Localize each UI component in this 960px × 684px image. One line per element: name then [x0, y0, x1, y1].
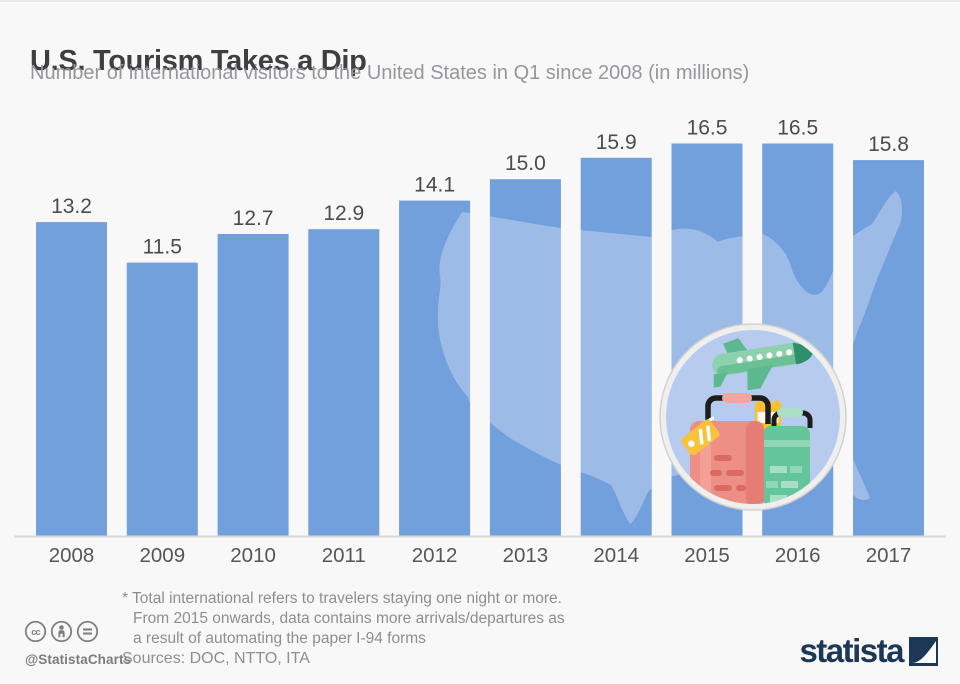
- footnote-line: From 2015 onwards, data contains more ar…: [133, 610, 565, 627]
- bar-2014: [580, 157, 652, 537]
- sources-line: Sources: DOC, NTTO, ITA: [122, 650, 310, 667]
- x-axis-label: 2008: [49, 544, 95, 567]
- value-label: 14.1: [414, 174, 455, 197]
- value-label: 16.5: [777, 117, 818, 140]
- chart-labels: 13.2 2008 11.5 2009 12.7 2010 12.9 2011 14.1 2012…: [49, 117, 912, 568]
- value-label: 13.2: [51, 195, 92, 218]
- value-label: 16.5: [687, 117, 728, 140]
- page-title: U.S. Tourism Takes a Dip: [30, 45, 367, 78]
- value-label: 15.9: [596, 131, 637, 154]
- svg-text:cc: cc: [31, 627, 40, 637]
- value-label: 15.0: [505, 152, 546, 175]
- statista-charts-handle[interactable]: @StatistaCharts: [25, 652, 132, 667]
- x-axis-label: 2014: [593, 544, 639, 567]
- no-derivatives-icon[interactable]: [76, 620, 99, 643]
- top-border: [0, 0, 960, 2]
- bar-2010: [217, 234, 289, 537]
- bar-2011: [308, 229, 380, 537]
- x-axis-label: 2011: [322, 544, 366, 567]
- value-label: 12.9: [323, 202, 364, 225]
- cc-icon[interactable]: cc: [24, 620, 47, 643]
- bar-2012: [399, 200, 471, 537]
- statista-logo-text: statista: [799, 632, 904, 669]
- bar-2009: [126, 262, 198, 537]
- airplane-icon: [712, 338, 814, 391]
- green-suitcase-icon: [763, 408, 813, 504]
- bar-2017: [853, 160, 924, 537]
- x-axis-label: 2010: [230, 544, 276, 567]
- luggage-tag-icon: [681, 416, 720, 456]
- statista-logo[interactable]: statista: [799, 632, 938, 669]
- x-axis-label: 2012: [412, 544, 458, 567]
- bar-2008: [36, 222, 107, 537]
- x-axis-label: 2009: [139, 544, 185, 567]
- travel-illustration: [659, 323, 847, 511]
- value-label: 12.7: [233, 207, 274, 230]
- x-axis-label: 2013: [503, 544, 549, 567]
- footnote-line: a result of automating the paper I-94 fo…: [133, 630, 426, 647]
- x-axis-label: 2016: [775, 544, 821, 567]
- value-label: 15.8: [868, 133, 909, 156]
- attribution-icon[interactable]: [50, 620, 73, 643]
- value-label: 11.5: [143, 236, 182, 259]
- statista-logo-icon: [909, 637, 938, 666]
- chart-footnote: * Total international refers to traveler…: [122, 589, 565, 649]
- bar-2013: [489, 179, 561, 537]
- x-axis-label: 2017: [866, 544, 912, 567]
- x-axis-label: 2015: [684, 544, 730, 567]
- page-subtitle: Number of international visitors to the …: [30, 62, 750, 84]
- footnote-line: * Total international refers to traveler…: [122, 590, 562, 607]
- license-icons[interactable]: cc: [24, 620, 99, 643]
